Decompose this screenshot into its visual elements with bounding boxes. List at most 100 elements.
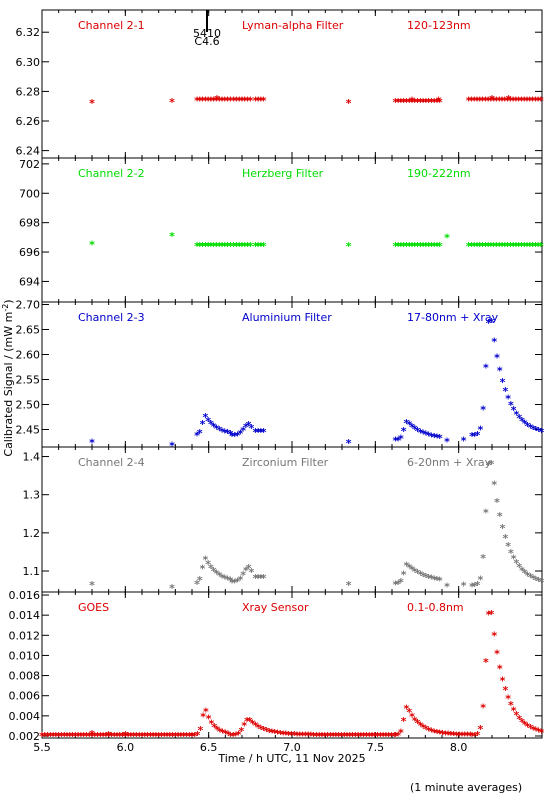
data-point: * <box>426 724 432 737</box>
data-point: * <box>423 240 429 253</box>
data-point: * <box>117 730 123 743</box>
data-point: * <box>519 716 525 729</box>
y-tick-label: 696 <box>19 246 40 259</box>
data-point: * <box>525 420 531 433</box>
data-point: * <box>497 510 503 523</box>
data-point: * <box>227 575 233 588</box>
data-point: * <box>398 96 404 109</box>
data-point: * <box>508 399 514 412</box>
data-point: * <box>494 648 500 661</box>
data-point: * <box>333 730 339 743</box>
data-point: * <box>409 240 415 253</box>
data-point: * <box>347 730 353 743</box>
data-point: * <box>505 393 511 406</box>
data-point: * <box>486 317 492 330</box>
data-point: * <box>227 240 233 253</box>
data-point: * <box>489 458 495 471</box>
data-point: * <box>423 96 429 109</box>
data-point: * <box>236 94 242 107</box>
data-point: * <box>496 240 502 253</box>
data-point: * <box>420 240 426 253</box>
data-point: * <box>533 725 539 738</box>
data-point: * <box>505 94 511 107</box>
data-point: * <box>502 532 508 545</box>
data-point: * <box>398 240 404 253</box>
data-point: * <box>249 422 255 435</box>
data-point: * <box>178 730 184 743</box>
data-point: * <box>225 728 231 741</box>
data-point: * <box>502 94 508 107</box>
data-point: * <box>128 730 134 743</box>
data-point: * <box>361 730 367 743</box>
data-point: * <box>431 573 437 586</box>
data-point: * <box>222 240 228 253</box>
data-point: * <box>389 730 395 743</box>
data-point: * <box>216 94 222 107</box>
data-point: * <box>225 574 231 587</box>
data-point: * <box>461 435 467 448</box>
data-point: * <box>229 576 235 589</box>
data-point: * <box>485 94 491 107</box>
panels: 6.24 6.26 6.28 6.30 6.32 Channel 2-1 Lyman-alp… <box>9 9 545 754</box>
y-tick-label: 0.006 <box>9 690 41 703</box>
data-point: * <box>264 725 270 738</box>
data-point: * <box>536 575 542 588</box>
data-point: * <box>336 730 342 743</box>
data-point: * <box>243 564 249 577</box>
data-point: * <box>169 582 175 595</box>
data-point: * <box>222 573 228 586</box>
data-point: * <box>242 240 248 253</box>
data-point: * <box>530 724 536 737</box>
data-point: * <box>255 240 261 253</box>
data-point: * <box>219 240 225 253</box>
x-tick-label: 7.0 <box>283 741 301 754</box>
data-point: * <box>415 240 421 253</box>
data-point: * <box>225 240 231 253</box>
data-point: * <box>406 419 412 432</box>
data-point: * <box>516 240 522 253</box>
data-point: * <box>412 423 418 436</box>
data-point: * <box>244 715 250 728</box>
y-axis-label: Calibrated Signal / (mW m-2) <box>1 299 15 456</box>
data-point: * <box>227 94 233 107</box>
data-point: * <box>261 572 267 585</box>
data-point: * <box>431 96 437 109</box>
data-point: * <box>164 730 170 743</box>
data-point: * <box>59 730 65 743</box>
data-point: * <box>197 574 203 587</box>
data-point: * <box>391 730 397 743</box>
data-point: * <box>194 578 200 591</box>
data-point: * <box>322 730 328 743</box>
data-point: * <box>415 96 421 109</box>
data-point: * <box>231 240 237 253</box>
data-point: * <box>508 699 514 712</box>
x-tick-label: 5.5 <box>33 741 51 754</box>
y-tick-label: 2.50 <box>16 399 41 412</box>
data-point: * <box>527 94 533 107</box>
data-point: * <box>472 580 478 593</box>
data-point: * <box>505 240 511 253</box>
data-point: * <box>339 730 345 743</box>
data-point: * <box>350 730 356 743</box>
data-point: * <box>494 351 500 364</box>
data-point: * <box>169 230 175 243</box>
data-point: * <box>420 722 426 735</box>
data-point: * <box>507 94 513 107</box>
x-tick-label: 6.0 <box>117 741 135 754</box>
data-point: * <box>186 730 192 743</box>
data-point: * <box>536 425 542 438</box>
panel-annotation: Lyman-alpha Filter <box>242 19 344 32</box>
panel-annotation: Channel 2-3 <box>78 311 145 324</box>
data-point: * <box>120 730 126 743</box>
data-point: * <box>308 730 314 743</box>
data-point: * <box>92 730 98 743</box>
data-point: * <box>258 572 264 585</box>
data-point: * <box>261 724 267 737</box>
data-point: * <box>465 730 471 743</box>
data-point: * <box>232 430 238 443</box>
data-point: * <box>404 240 410 253</box>
data-point: * <box>246 419 252 432</box>
data-point: * <box>437 240 443 253</box>
y-tick-label: 2.45 <box>16 424 41 437</box>
data-point: * <box>524 240 530 253</box>
